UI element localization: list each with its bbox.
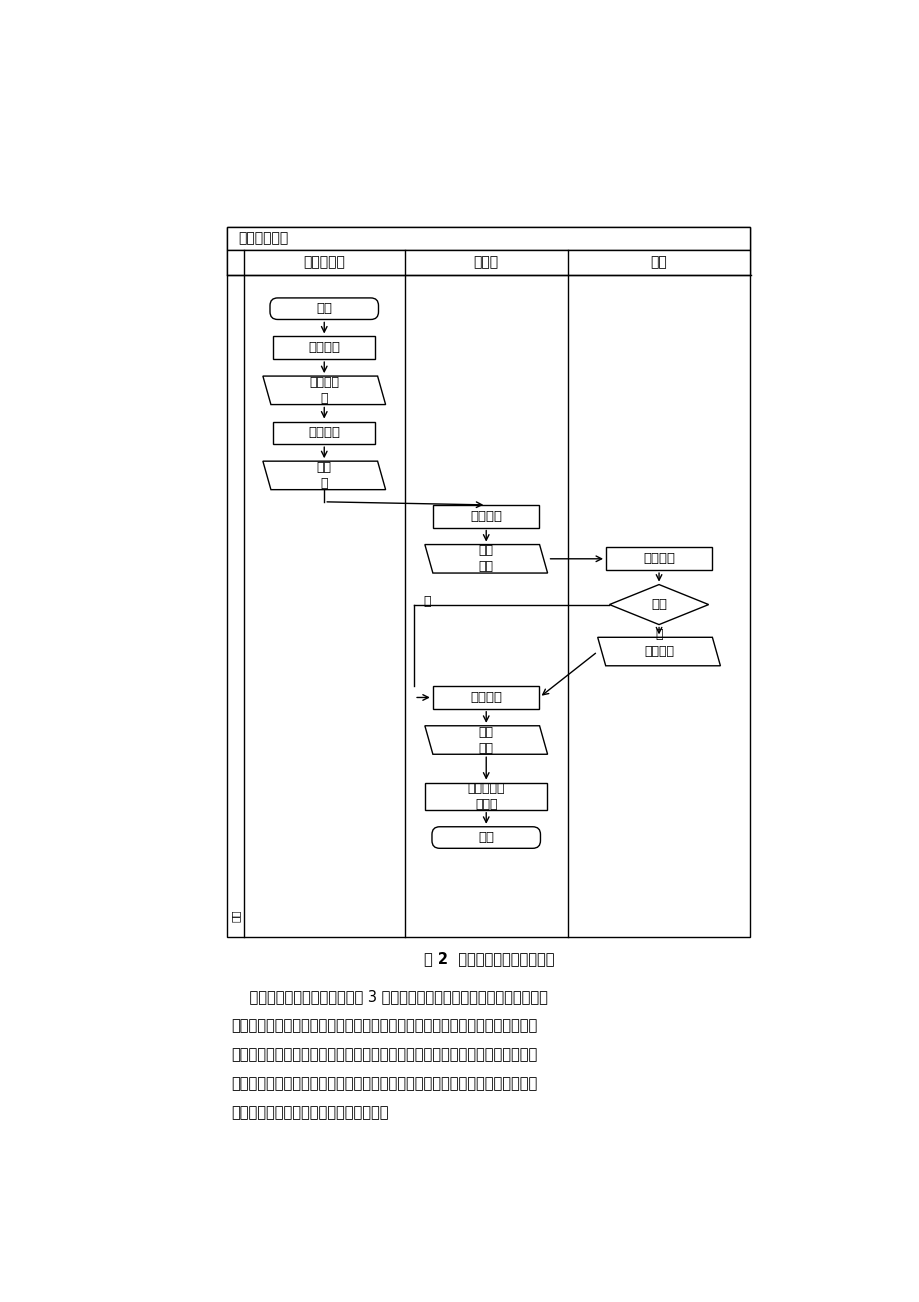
FancyBboxPatch shape bbox=[432, 827, 539, 849]
FancyBboxPatch shape bbox=[269, 298, 378, 319]
Text: 教材审批: 教材审批 bbox=[642, 552, 675, 565]
Bar bbox=[227, 227, 750, 250]
Text: 培训师: 培训师 bbox=[473, 255, 498, 270]
Text: 课程安排: 课程安排 bbox=[308, 341, 340, 354]
Text: 培训课程安排: 培训课程安排 bbox=[238, 232, 289, 246]
Bar bbox=[227, 250, 750, 275]
Bar bbox=[433, 505, 539, 527]
Polygon shape bbox=[597, 637, 720, 665]
Polygon shape bbox=[608, 585, 708, 625]
Text: 人力资源部: 人力资源部 bbox=[303, 255, 345, 270]
Text: 否: 否 bbox=[423, 595, 430, 608]
Text: 教材存档: 教材存档 bbox=[643, 644, 674, 658]
Bar bbox=[433, 686, 539, 708]
Text: 工接受到自己的成绩单，业务流程结束。: 工接受到自己的成绩单，业务流程结束。 bbox=[231, 1105, 389, 1120]
Text: 结束: 结束 bbox=[478, 831, 494, 844]
Text: 是: 是 bbox=[654, 628, 662, 641]
Bar bbox=[273, 336, 375, 359]
Text: 开始: 开始 bbox=[316, 302, 332, 315]
Text: 教材订购信
息存档: 教材订购信 息存档 bbox=[467, 781, 505, 811]
Text: 培训
教材: 培训 教材 bbox=[478, 544, 494, 573]
Text: 结案: 结案 bbox=[230, 909, 240, 922]
Bar bbox=[273, 422, 375, 444]
Text: 定结果，将员工的成绩进行存档汇总，将最后的结果分发到员工的各个部门，员: 定结果，将员工的成绩进行存档汇总，将最后的结果分发到员工的各个部门，员 bbox=[231, 1075, 537, 1091]
Text: 定的过程中，首先是由培训师安排上课，对于员工需要参与培训课，培训师对员: 定的过程中，首先是由培训师安排上课，对于员工需要参与培训课，培训师对员 bbox=[231, 1018, 537, 1034]
Text: 领导: 领导 bbox=[650, 255, 666, 270]
Text: 工的培训记录进行考核，员工需要进行课程考核，之后培训师给出相应的成绩评: 工的培训记录进行考核，员工需要进行课程考核，之后培训师给出相应的成绩评 bbox=[231, 1047, 537, 1062]
Polygon shape bbox=[425, 544, 547, 573]
Text: 课程
表: 课程 表 bbox=[316, 461, 332, 490]
Bar bbox=[227, 227, 750, 937]
Text: 教材
清单: 教材 清单 bbox=[478, 725, 494, 755]
Text: 教材订购: 教材订购 bbox=[470, 691, 502, 704]
Text: 配置教材: 配置教材 bbox=[470, 510, 502, 523]
Text: 考核成绩评定业务流程图如图 3 所示。从图中可以看出，在进行考核成绩评: 考核成绩评定业务流程图如图 3 所示。从图中可以看出，在进行考核成绩评 bbox=[231, 990, 548, 1004]
Bar bbox=[425, 783, 547, 810]
Polygon shape bbox=[263, 376, 385, 405]
Polygon shape bbox=[425, 725, 547, 754]
Text: 分类管理: 分类管理 bbox=[308, 426, 340, 439]
Text: 通过: 通过 bbox=[651, 598, 666, 611]
Polygon shape bbox=[263, 461, 385, 490]
Text: 图 2  培训课程安排业务流程图: 图 2 培训课程安排业务流程图 bbox=[424, 950, 553, 966]
Text: 课程安排
表: 课程安排 表 bbox=[309, 376, 339, 405]
Bar bbox=[606, 547, 711, 570]
